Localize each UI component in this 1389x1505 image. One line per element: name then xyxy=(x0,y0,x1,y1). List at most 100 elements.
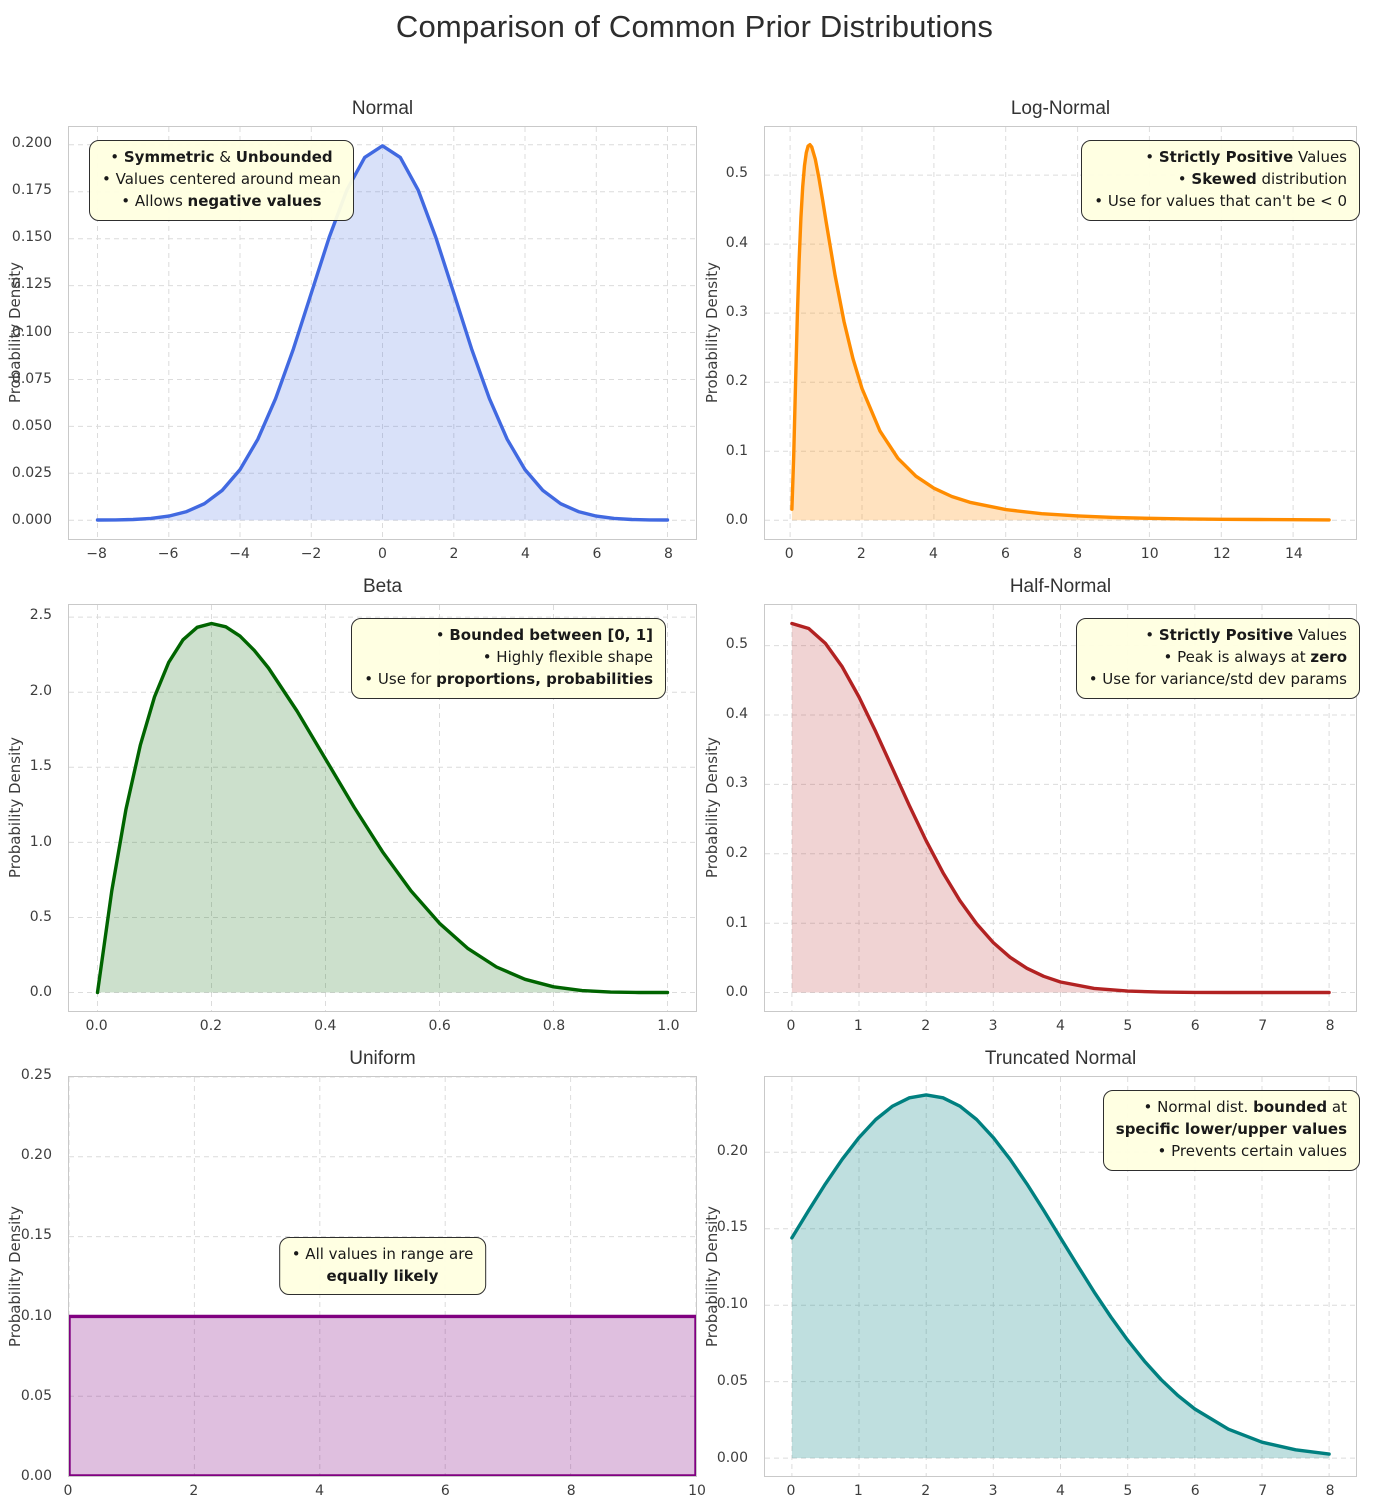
x-tick-label: 1 xyxy=(853,1018,863,1034)
y-tick-labels: 0.0 0.5 1.0 1.5 2.0 2.5 xyxy=(0,604,60,1012)
plot-area: • Strictly Positive Values • Skewed distr… xyxy=(764,126,1360,540)
subplot-halfnormal-title: Half-Normal xyxy=(1009,576,1112,597)
plot-area: • Strictly Positive Values • Peak is alwa… xyxy=(764,604,1360,1012)
y-tick-label: 0.5 xyxy=(725,165,748,182)
subplot-lognormal-title: Log-Normal xyxy=(1010,98,1111,119)
y-tick-label: 0.0 xyxy=(725,984,748,1001)
x-tick-label: 12 xyxy=(1212,546,1231,562)
annotation-line: • Peak is always at zero xyxy=(1163,648,1347,667)
x-tick-label: 0.0 xyxy=(85,1018,108,1034)
annotation-line: • Strictly Positive Values xyxy=(1145,148,1347,166)
truncnormal-fill xyxy=(791,1094,1330,1459)
annotation-line: • Use for proportions, probabilities xyxy=(364,670,653,689)
y-tick-label: 1.5 xyxy=(29,758,52,775)
y-tick-label: 0.200 xyxy=(11,134,52,151)
y-tick-label: 0.000 xyxy=(11,512,52,529)
y-tick-label: 0.5 xyxy=(29,908,52,925)
x-tick-labels: 0 1 2 3 4 5 6 7 8 xyxy=(764,1477,1357,1505)
y-tick-label: 0.3 xyxy=(725,775,748,792)
y-tick-label: 2.0 xyxy=(29,682,52,699)
y-tick-label: 0.3 xyxy=(725,304,748,321)
annotation-box: • All values in range are equally likely xyxy=(278,1236,487,1295)
annotation-line: • Strictly Positive Values xyxy=(1145,626,1347,644)
plot-area: • All values in range are equally likely xyxy=(68,1076,697,1477)
x-tick-label: 6 xyxy=(440,1483,450,1499)
subplot-lognormal: Log-Normal Probability Density 0.0 0.1 0.2… xyxy=(697,90,1389,568)
y-tick-labels: 0.00 0.05 0.10 0.15 0.20 0.25 xyxy=(0,1067,60,1484)
annotation-line: • Allows negative values xyxy=(121,192,322,211)
x-tick-label: −4 xyxy=(229,546,250,562)
y-tick-label: 0.1 xyxy=(725,914,748,931)
x-tick-label: 10 xyxy=(688,1483,706,1499)
uniform-curve xyxy=(69,1077,696,1476)
gridlines xyxy=(765,127,1356,539)
y-tick-label: 1.0 xyxy=(29,833,52,850)
lognormal-curve xyxy=(765,127,1356,539)
subplot-halfnormal: Half-Normal Probability Density 0.0 0.1 0.… xyxy=(697,568,1389,1040)
x-tick-label: 2 xyxy=(449,546,459,562)
subplot-truncnormal: Truncated Normal Probability Density 0.0… xyxy=(697,1040,1389,1505)
annotation-box: • Normal dist. bounded at specific lower/… xyxy=(1102,1090,1360,1171)
x-tick-label: 8 xyxy=(1325,1018,1335,1034)
x-tick-label: 0 xyxy=(784,546,794,562)
x-tick-label: 8 xyxy=(1073,546,1083,562)
y-tick-label: 0.175 xyxy=(11,182,52,199)
annotation-line: • Normal dist. bounded at xyxy=(1143,1098,1347,1116)
x-tick-label: 0 xyxy=(63,1483,73,1499)
annotation-line: • Bounded between [0, 1] xyxy=(435,626,653,644)
x-tick-label: 2 xyxy=(921,1018,931,1034)
x-tick-label: 4 xyxy=(928,546,938,562)
y-tick-label: 0.05 xyxy=(20,1387,52,1404)
x-tick-label: 6 xyxy=(1001,546,1010,562)
lognormal-line xyxy=(790,143,1331,522)
x-tick-labels: 0.0 0.2 0.4 0.6 0.8 1.0 xyxy=(68,1012,697,1040)
annotation-line: • Symmetric & Unbounded xyxy=(110,148,333,166)
x-tick-label: 6 xyxy=(1190,1018,1200,1034)
annotation-line: specific lower/upper values xyxy=(1115,1120,1347,1139)
y-tick-label: 0.20 xyxy=(716,1142,748,1159)
x-tick-label: 1 xyxy=(853,1483,863,1499)
y-tick-labels: 0.0 0.1 0.2 0.3 0.4 0.5 xyxy=(697,126,756,540)
subplot-truncnormal-title: Truncated Normal xyxy=(984,1048,1137,1069)
x-tick-label: 8 xyxy=(1325,1483,1335,1499)
y-tick-label: 0.15 xyxy=(20,1227,52,1244)
x-tick-label: 14 xyxy=(1284,546,1303,562)
beta-fill xyxy=(97,623,668,993)
y-tick-label: 0.10 xyxy=(716,1296,748,1313)
x-tick-label: 5 xyxy=(1123,1018,1133,1034)
y-tick-label: 0.20 xyxy=(20,1147,52,1164)
subplot-uniform: Uniform Probability Density 0.00 0.05 0.10… xyxy=(0,1040,706,1505)
y-tick-label: 0.150 xyxy=(11,229,52,246)
annotation-box: • Symmetric & Unbounded • Values centered… xyxy=(89,140,354,221)
x-tick-label: 0.4 xyxy=(314,1018,337,1034)
x-tick-labels: 0 2 4 6 8 10 xyxy=(64,1477,706,1505)
y-tick-label: 0.100 xyxy=(11,323,52,340)
x-tick-label: 0 xyxy=(786,1018,796,1034)
x-tick-label: 3 xyxy=(988,1483,998,1499)
y-tick-label: 0.0 xyxy=(725,512,748,529)
uniform-line xyxy=(69,1314,696,1476)
x-tick-label: 3 xyxy=(988,1018,998,1034)
y-tick-label: 0.4 xyxy=(725,705,748,722)
normal-curve xyxy=(69,127,696,539)
annotation-line: • Skewed distribution xyxy=(1177,170,1347,189)
x-tick-label: 5 xyxy=(1123,1483,1133,1499)
uniform-fill xyxy=(69,1316,696,1476)
plot-area: • Symmetric & Unbounded • Values centered… xyxy=(68,126,697,540)
figure-title: Comparison of Common Prior Distributions xyxy=(395,9,994,44)
y-tick-label: 0.125 xyxy=(11,276,52,293)
x-tick-labels: −8 −6 −4 −2 0 2 4 6 8 xyxy=(68,540,697,568)
annotation-line: • Prevents certain values xyxy=(1157,1142,1348,1161)
annotation-line: • Highly flexible shape xyxy=(482,648,653,667)
y-tick-label: 0.025 xyxy=(11,464,52,481)
x-tick-label: 2 xyxy=(921,1483,931,1499)
x-tick-label: 6 xyxy=(592,546,602,562)
y-tick-label: 0.05 xyxy=(716,1373,748,1390)
x-tick-label: −8 xyxy=(86,546,107,562)
chart-grid: Normal Probability Density 0.000 0.025 0.0… xyxy=(0,90,1389,1505)
y-tick-label: 0.00 xyxy=(20,1468,52,1484)
x-tick-label: −6 xyxy=(157,546,179,562)
y-tick-label: 0.0 xyxy=(29,984,52,1001)
y-tick-label: 0.00 xyxy=(716,1450,748,1467)
annotation-line: equally likely xyxy=(326,1266,439,1285)
